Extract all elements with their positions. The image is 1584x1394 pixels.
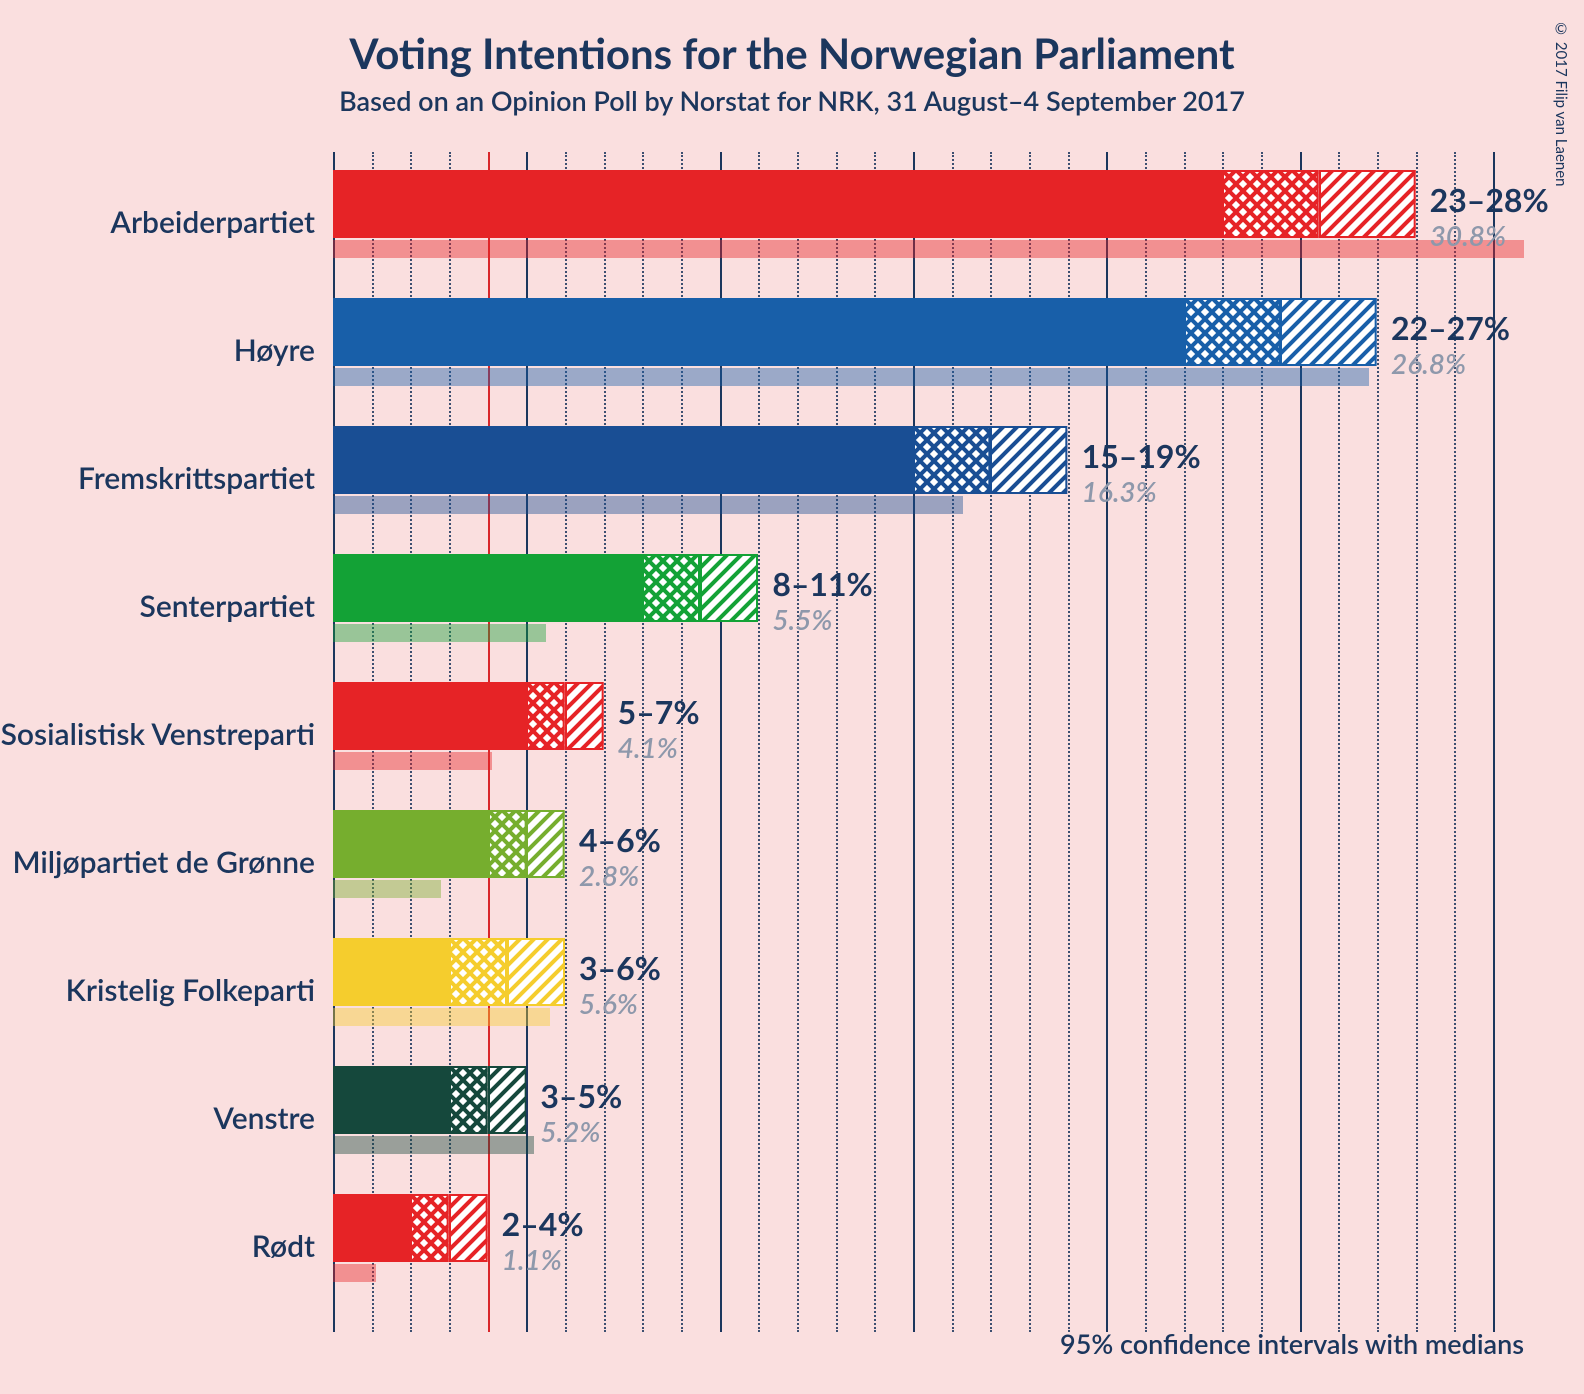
bar-crosshatch bbox=[488, 810, 527, 878]
party-row: Rødt2–4%1.1% bbox=[333, 1194, 1493, 1322]
value-range: 5–7% bbox=[618, 692, 700, 731]
bar-crosshatch bbox=[1184, 298, 1281, 366]
bar-crosshatch bbox=[1222, 170, 1319, 238]
bar-previous bbox=[333, 624, 546, 642]
value-previous: 1.1% bbox=[502, 1242, 562, 1276]
party-label: Rødt bbox=[252, 1228, 333, 1264]
value-previous: 26.8% bbox=[1391, 346, 1466, 380]
party-row: Arbeiderpartiet23–28%30.8% bbox=[333, 170, 1493, 298]
party-row: Senterpartiet8–11%5.5% bbox=[333, 554, 1493, 682]
bar-diagonal bbox=[1280, 298, 1377, 366]
value-previous: 5.6% bbox=[579, 986, 638, 1020]
value-previous: 4.1% bbox=[618, 730, 678, 764]
value-range: 22–27% bbox=[1391, 308, 1510, 347]
value-range: 4–6% bbox=[579, 820, 661, 859]
bar-diagonal bbox=[449, 1194, 488, 1262]
chart-caption: 95% confidence intervals with medians bbox=[1060, 1327, 1524, 1360]
bar-solid bbox=[333, 170, 1222, 238]
chart-title: Voting Intentions for the Norwegian Parl… bbox=[0, 0, 1584, 78]
party-row: Kristelig Folkeparti3–6%5.6% bbox=[333, 938, 1493, 1066]
bar-previous bbox=[333, 1264, 376, 1282]
value-previous: 16.3% bbox=[1082, 474, 1157, 508]
bar-solid bbox=[333, 298, 1184, 366]
value-previous: 30.8% bbox=[1430, 218, 1506, 252]
party-label: Senterpartiet bbox=[140, 588, 333, 624]
party-label: Sosialistisk Venstreparti bbox=[1, 716, 333, 752]
party-label: Kristelig Folkeparti bbox=[66, 972, 333, 1008]
bar-previous bbox=[333, 880, 441, 898]
bar-crosshatch bbox=[526, 682, 565, 750]
value-previous: 5.2% bbox=[540, 1114, 600, 1148]
value-range: 2–4% bbox=[502, 1204, 584, 1243]
bar-diagonal bbox=[488, 1066, 527, 1134]
party-row: Fremskrittspartiet15–19%16.3% bbox=[333, 426, 1493, 554]
value-range: 23–28% bbox=[1430, 180, 1549, 219]
party-row: Venstre3–5%5.2% bbox=[333, 1066, 1493, 1194]
party-label: Arbeiderpartiet bbox=[110, 204, 333, 240]
value-range: 8–11% bbox=[772, 564, 872, 603]
party-label: Høyre bbox=[234, 332, 333, 368]
bar-previous bbox=[333, 1136, 534, 1154]
bar-diagonal bbox=[990, 426, 1067, 494]
bar-diagonal bbox=[526, 810, 565, 878]
bar-solid bbox=[333, 938, 449, 1006]
bar-previous bbox=[333, 240, 1524, 258]
bar-crosshatch bbox=[913, 426, 990, 494]
bar-diagonal bbox=[507, 938, 565, 1006]
party-row: Sosialistisk Venstreparti5–7%4.1% bbox=[333, 682, 1493, 810]
party-label: Miljøpartiet de Grønne bbox=[12, 844, 333, 880]
bar-crosshatch bbox=[449, 938, 507, 1006]
bar-solid bbox=[333, 810, 488, 878]
chart-subtitle: Based on an Opinion Poll by Norstat for … bbox=[0, 78, 1584, 117]
value-range: 3–5% bbox=[540, 1076, 622, 1115]
bar-diagonal bbox=[565, 682, 604, 750]
bar-solid bbox=[333, 1066, 449, 1134]
bar-crosshatch bbox=[642, 554, 700, 622]
copyright-text: © 2017 Filip van Laenen bbox=[1552, 20, 1570, 187]
bar-previous bbox=[333, 368, 1369, 386]
value-previous: 2.8% bbox=[579, 858, 639, 892]
value-previous: 5.5% bbox=[772, 602, 832, 636]
party-row: Miljøpartiet de Grønne4–6%2.8% bbox=[333, 810, 1493, 938]
value-range: 3–6% bbox=[579, 948, 661, 987]
bar-solid bbox=[333, 554, 642, 622]
bar-crosshatch bbox=[449, 1066, 488, 1134]
bar-solid bbox=[333, 1194, 410, 1262]
chart-area: Arbeiderpartiet23–28%30.8%Høyre22–27%26.… bbox=[333, 152, 1493, 1332]
bar-solid bbox=[333, 426, 913, 494]
bar-previous bbox=[333, 1008, 550, 1026]
bar-solid bbox=[333, 682, 526, 750]
party-row: Høyre22–27%26.8% bbox=[333, 298, 1493, 426]
party-label: Fremskrittspartiet bbox=[78, 460, 333, 496]
value-range: 15–19% bbox=[1082, 436, 1201, 475]
bar-crosshatch bbox=[410, 1194, 449, 1262]
bar-diagonal bbox=[1319, 170, 1416, 238]
bar-previous bbox=[333, 752, 492, 770]
party-label: Venstre bbox=[213, 1100, 333, 1136]
bar-diagonal bbox=[700, 554, 758, 622]
bar-previous bbox=[333, 496, 963, 514]
